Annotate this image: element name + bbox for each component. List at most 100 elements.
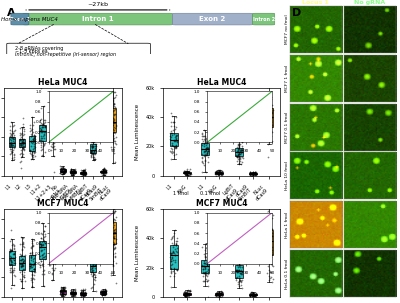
Point [82, 290, 88, 295]
Point [247, 293, 254, 298]
Point [252, 172, 258, 177]
Point [215, 289, 221, 294]
Point [100, 289, 106, 294]
Point [250, 293, 257, 298]
Point [10, 267, 17, 272]
Point [233, 251, 239, 256]
Point [31, 139, 38, 144]
Point [199, 141, 206, 146]
Point [110, 251, 116, 256]
Point [248, 294, 255, 298]
Point [91, 251, 97, 256]
Point [171, 120, 177, 125]
Point [62, 169, 68, 174]
Point [68, 167, 74, 171]
Point [111, 117, 117, 122]
Point [173, 146, 179, 151]
Point [98, 169, 104, 174]
Point [62, 168, 68, 173]
Point [80, 168, 86, 173]
Point [92, 142, 99, 147]
Point [18, 148, 24, 153]
Point [90, 251, 96, 256]
Point [31, 142, 38, 147]
Point [92, 274, 98, 279]
Point [60, 288, 66, 293]
Point [264, 122, 271, 127]
Point [172, 138, 178, 143]
Point [201, 271, 207, 275]
Point [182, 170, 189, 175]
Point [174, 268, 180, 273]
Point [233, 278, 239, 282]
Point [238, 272, 245, 277]
Point [88, 150, 94, 155]
Point [201, 128, 207, 133]
Point [264, 174, 270, 179]
Point [37, 138, 44, 143]
Point [81, 170, 88, 175]
Point [168, 252, 174, 257]
Point [79, 292, 86, 297]
Point [268, 234, 275, 239]
Point [8, 143, 14, 148]
Point [80, 168, 86, 173]
Point [20, 148, 27, 153]
Point [110, 236, 117, 241]
Point [172, 145, 178, 150]
Point [184, 292, 191, 297]
Point [212, 169, 219, 174]
Point [182, 289, 189, 294]
Point [267, 89, 273, 94]
Point [89, 260, 95, 265]
Point [78, 289, 84, 294]
Point [173, 144, 179, 149]
Point [184, 172, 191, 177]
Point [52, 255, 58, 260]
Point [265, 121, 271, 126]
Point [112, 241, 119, 245]
Point [204, 155, 211, 160]
Point [71, 290, 78, 295]
Point [88, 269, 94, 274]
Point [181, 169, 188, 174]
Point [80, 293, 87, 298]
Point [21, 274, 27, 279]
Point [181, 170, 187, 175]
Point [62, 166, 68, 171]
Point [110, 99, 116, 104]
Point [28, 264, 35, 269]
Point [112, 230, 118, 235]
Point [264, 84, 270, 89]
Point [171, 124, 177, 129]
Point [91, 157, 97, 161]
Point [200, 270, 207, 275]
Point [249, 291, 256, 296]
Point [168, 262, 174, 267]
Point [9, 141, 15, 146]
Point [168, 241, 175, 245]
Point [187, 288, 193, 292]
Point [198, 134, 205, 139]
Point [205, 145, 211, 150]
Point [264, 126, 271, 131]
Point [266, 242, 272, 247]
Point [218, 292, 224, 297]
Point [102, 288, 109, 293]
Point [234, 154, 240, 159]
Point [235, 149, 241, 154]
Point [68, 166, 74, 171]
Point [264, 197, 270, 202]
Point [60, 167, 67, 172]
Point [58, 285, 64, 289]
Point [252, 171, 258, 175]
Point [172, 271, 179, 276]
Point [217, 172, 223, 177]
Point [269, 245, 276, 250]
Point [100, 168, 107, 173]
PathPatch shape [235, 265, 243, 278]
Point [112, 245, 118, 250]
Point [38, 271, 45, 276]
Point [39, 243, 46, 248]
Point [248, 172, 254, 177]
